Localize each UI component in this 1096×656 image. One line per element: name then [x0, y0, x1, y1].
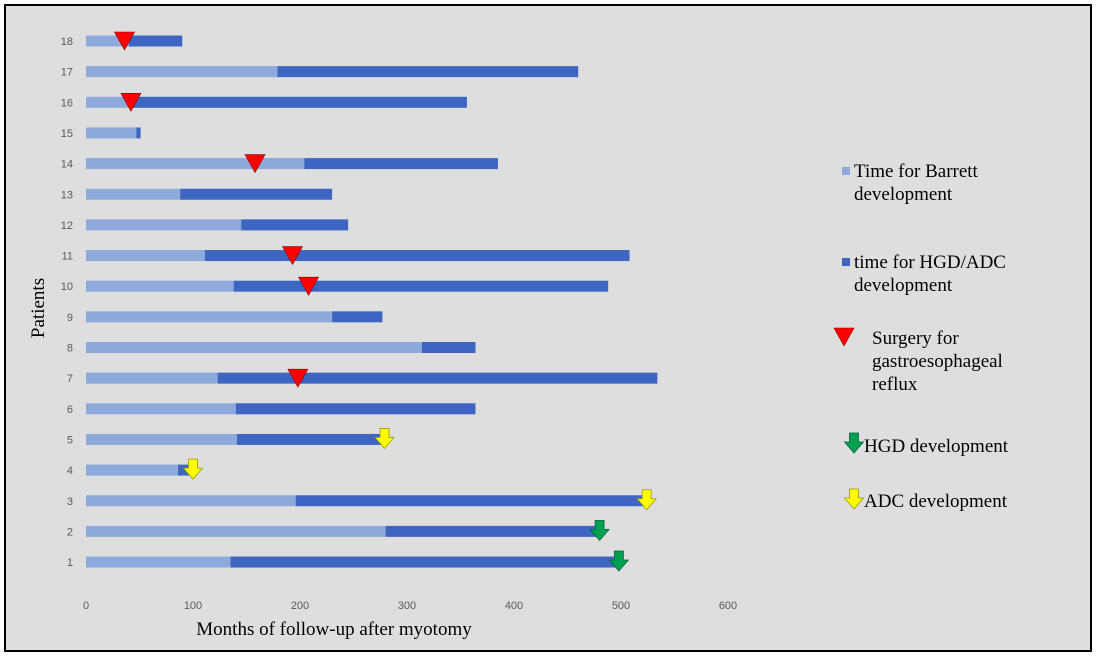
bar-hgd-adc-patient-2: [385, 525, 600, 537]
surgery-marker-patient-18: [114, 31, 136, 51]
legend-swatch-barrett: [842, 167, 850, 175]
y-tick-label-2: 2: [67, 526, 73, 538]
bar-hgd-adc-patient-10: [233, 280, 609, 292]
bar-hgd-adc-patient-11: [204, 250, 630, 262]
adc-marker-patient-4: [182, 458, 204, 480]
y-tick-label-6: 6: [67, 404, 73, 416]
bar-barrett-patient-11: [86, 250, 205, 262]
legend-label-hgd-adc-line-2: development: [854, 275, 953, 296]
bar-hgd-adc-patient-6: [235, 403, 476, 415]
bar-barrett-patient-14: [86, 158, 305, 170]
bar-barrett-patient-17: [86, 66, 278, 78]
x-tick-label-600: 600: [719, 600, 737, 612]
bar-hgd-adc-patient-17: [277, 66, 579, 78]
adc-marker-patient-3: [636, 489, 658, 511]
bar-barrett-patient-10: [86, 280, 234, 292]
bars-layer: [86, 35, 658, 568]
legend-label-surgery-line-3: reflux: [872, 374, 918, 395]
bar-barrett-patient-8: [86, 342, 422, 353]
bar-barrett-patient-4: [86, 464, 179, 476]
bar-barrett-patient-12: [86, 219, 242, 231]
bar-barrett-patient-15: [86, 127, 137, 139]
x-tick-label-0: 0: [83, 600, 89, 612]
y-tick-label-13: 13: [61, 189, 73, 201]
adc-marker-patient-5: [374, 428, 395, 450]
y-tick-label-8: 8: [67, 343, 73, 355]
legend-swatch-hgd: [843, 432, 865, 454]
legend-label-barrett-line-2: development: [854, 184, 953, 205]
legend-label-surgery-line-1: Surgery for: [872, 328, 959, 349]
bar-hgd-adc-patient-5: [236, 433, 388, 445]
bar-hgd-adc-patient-3: [295, 495, 649, 507]
bar-hgd-adc-patient-14: [304, 158, 498, 170]
y-tick-label-15: 15: [61, 128, 73, 140]
y-axis-title: Patients: [28, 278, 49, 338]
bar-barrett-patient-18: [86, 35, 129, 47]
y-tick-label-18: 18: [61, 36, 73, 48]
x-axis-ticks: 0 100 200 300 400 500 600: [83, 600, 737, 612]
bar-hgd-adc-patient-13: [180, 188, 333, 200]
bar-hgd-adc-patient-16: [132, 96, 467, 108]
legend-label-surgery-line-2: gastroesophageal: [872, 351, 1003, 372]
chart-frame: 1 2 3 4 5 6 7 8 9 10 11 12 13 14 15 16 17 18 0 100 200 300 40…: [4, 4, 1092, 652]
legend-swatch-adc: [843, 488, 865, 510]
y-tick-label-5: 5: [67, 434, 73, 446]
bar-barrett-patient-3: [86, 495, 296, 507]
y-tick-label-11: 11: [62, 251, 73, 263]
bar-barrett-patient-5: [86, 433, 237, 445]
bar-barrett-patient-7: [86, 372, 218, 384]
legend-swatch-hgd-adc: [842, 258, 850, 266]
x-axis-title: Months of follow-up after myotomy: [196, 619, 472, 640]
legend-label-hgd-line-1: HGD development: [864, 436, 1009, 457]
bar-barrett-patient-2: [86, 525, 386, 537]
legend-swatch-surgery: [833, 327, 855, 347]
bar-barrett-patient-13: [86, 188, 181, 200]
bar-hgd-adc-patient-9: [332, 311, 383, 323]
y-tick-label-4: 4: [67, 465, 73, 477]
x-tick-label-100: 100: [184, 600, 202, 612]
y-tick-label-9: 9: [67, 312, 73, 324]
surgery-marker-patient-7: [287, 368, 309, 388]
bar-hgd-adc-patient-15: [136, 127, 141, 139]
markers-layer: [114, 31, 658, 572]
x-tick-label-500: 500: [612, 600, 630, 612]
legend-label-barrett-line-1: Time for Barrett: [854, 161, 979, 182]
y-tick-label-17: 17: [61, 67, 73, 79]
y-tick-label-16: 16: [61, 97, 73, 109]
y-tick-label-14: 14: [61, 159, 73, 171]
surgery-marker-patient-11: [282, 246, 304, 266]
hgd-marker-patient-1: [608, 550, 630, 572]
bar-barrett-patient-16: [86, 96, 133, 108]
x-tick-label-200: 200: [291, 600, 309, 612]
legend-label-adc-line-1: ADC development: [864, 491, 1008, 512]
bar-barrett-patient-1: [86, 556, 231, 568]
legend-label-hgd-adc-line-1: time for HGD/ADC: [854, 252, 1006, 273]
bar-barrett-patient-9: [86, 311, 333, 323]
surgery-marker-patient-10: [298, 276, 320, 296]
bar-hgd-adc-patient-18: [128, 35, 183, 47]
bar-hgd-adc-patient-12: [241, 219, 349, 231]
x-tick-label-300: 300: [398, 600, 416, 612]
bar-barrett-patient-6: [86, 403, 236, 415]
y-tick-label-1: 1: [67, 557, 73, 569]
y-tick-label-3: 3: [67, 496, 73, 508]
y-tick-label-12: 12: [61, 220, 73, 232]
surgery-marker-patient-14: [244, 154, 266, 174]
x-tick-label-400: 400: [505, 600, 523, 612]
hgd-marker-patient-2: [589, 520, 610, 542]
bar-hgd-adc-patient-8: [421, 342, 476, 353]
y-tick-label-10: 10: [61, 281, 73, 293]
y-tick-label-7: 7: [67, 373, 73, 385]
bar-hgd-adc-patient-7: [217, 372, 658, 384]
bar-hgd-adc-patient-1: [230, 556, 621, 568]
surgery-marker-patient-16: [120, 93, 142, 112]
